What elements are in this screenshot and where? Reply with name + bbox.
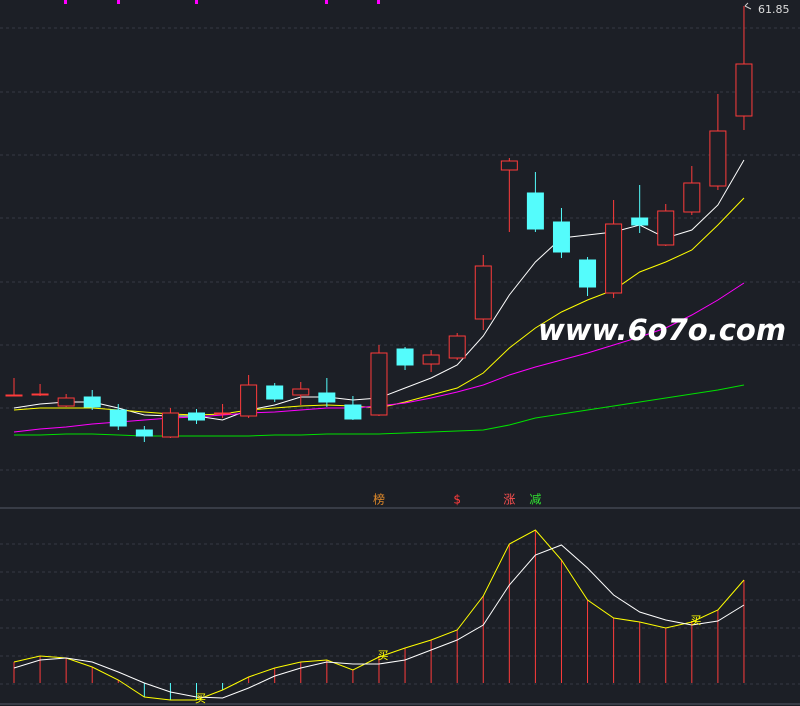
watermark: www.6o7o.com	[538, 313, 786, 347]
candle-body	[187, 412, 205, 421]
high-label: 61.85	[758, 3, 790, 16]
candle-body	[109, 409, 127, 427]
candle-body	[657, 210, 675, 246]
signal-label: 减	[529, 493, 541, 507]
candle-body	[683, 182, 701, 213]
candle-body	[735, 63, 753, 117]
signal-label: $	[453, 493, 461, 507]
buy-marker: 买	[377, 649, 388, 662]
buy-marker: 买	[690, 614, 701, 627]
candle-body	[605, 223, 623, 294]
candle-body	[5, 394, 23, 397]
candle-body	[31, 393, 49, 396]
candle-body	[709, 130, 727, 187]
signal-label: 涨	[503, 492, 515, 507]
candle-body	[579, 259, 597, 288]
candle-body	[266, 385, 284, 400]
candle-body	[240, 384, 258, 417]
candle-body	[83, 396, 101, 408]
candle-body	[318, 392, 336, 403]
top-marker	[325, 0, 328, 4]
candle-body	[552, 221, 570, 253]
buy-marker: 买	[195, 692, 206, 705]
candle-body	[135, 429, 153, 437]
candle-body	[214, 412, 232, 415]
candle-body	[370, 352, 388, 416]
top-marker	[64, 0, 67, 4]
candle-body	[474, 265, 492, 320]
top-marker	[117, 0, 120, 4]
candle-body	[422, 354, 440, 365]
top-marker	[377, 0, 380, 4]
candle-body	[526, 192, 544, 230]
candle-body	[448, 335, 466, 359]
candle-body	[161, 412, 179, 438]
high-pointer	[744, 2, 752, 10]
top-marker	[195, 0, 198, 4]
candle-body	[344, 404, 362, 420]
candle-body	[396, 348, 414, 366]
signal-label: 榜	[373, 492, 385, 507]
candle-body	[292, 388, 310, 396]
indicator-line	[13, 544, 745, 699]
indicator-line	[13, 529, 745, 701]
candle-body	[57, 397, 75, 407]
candle-body	[631, 217, 649, 226]
moving-average-line	[14, 384, 745, 437]
candle-body	[500, 160, 518, 171]
